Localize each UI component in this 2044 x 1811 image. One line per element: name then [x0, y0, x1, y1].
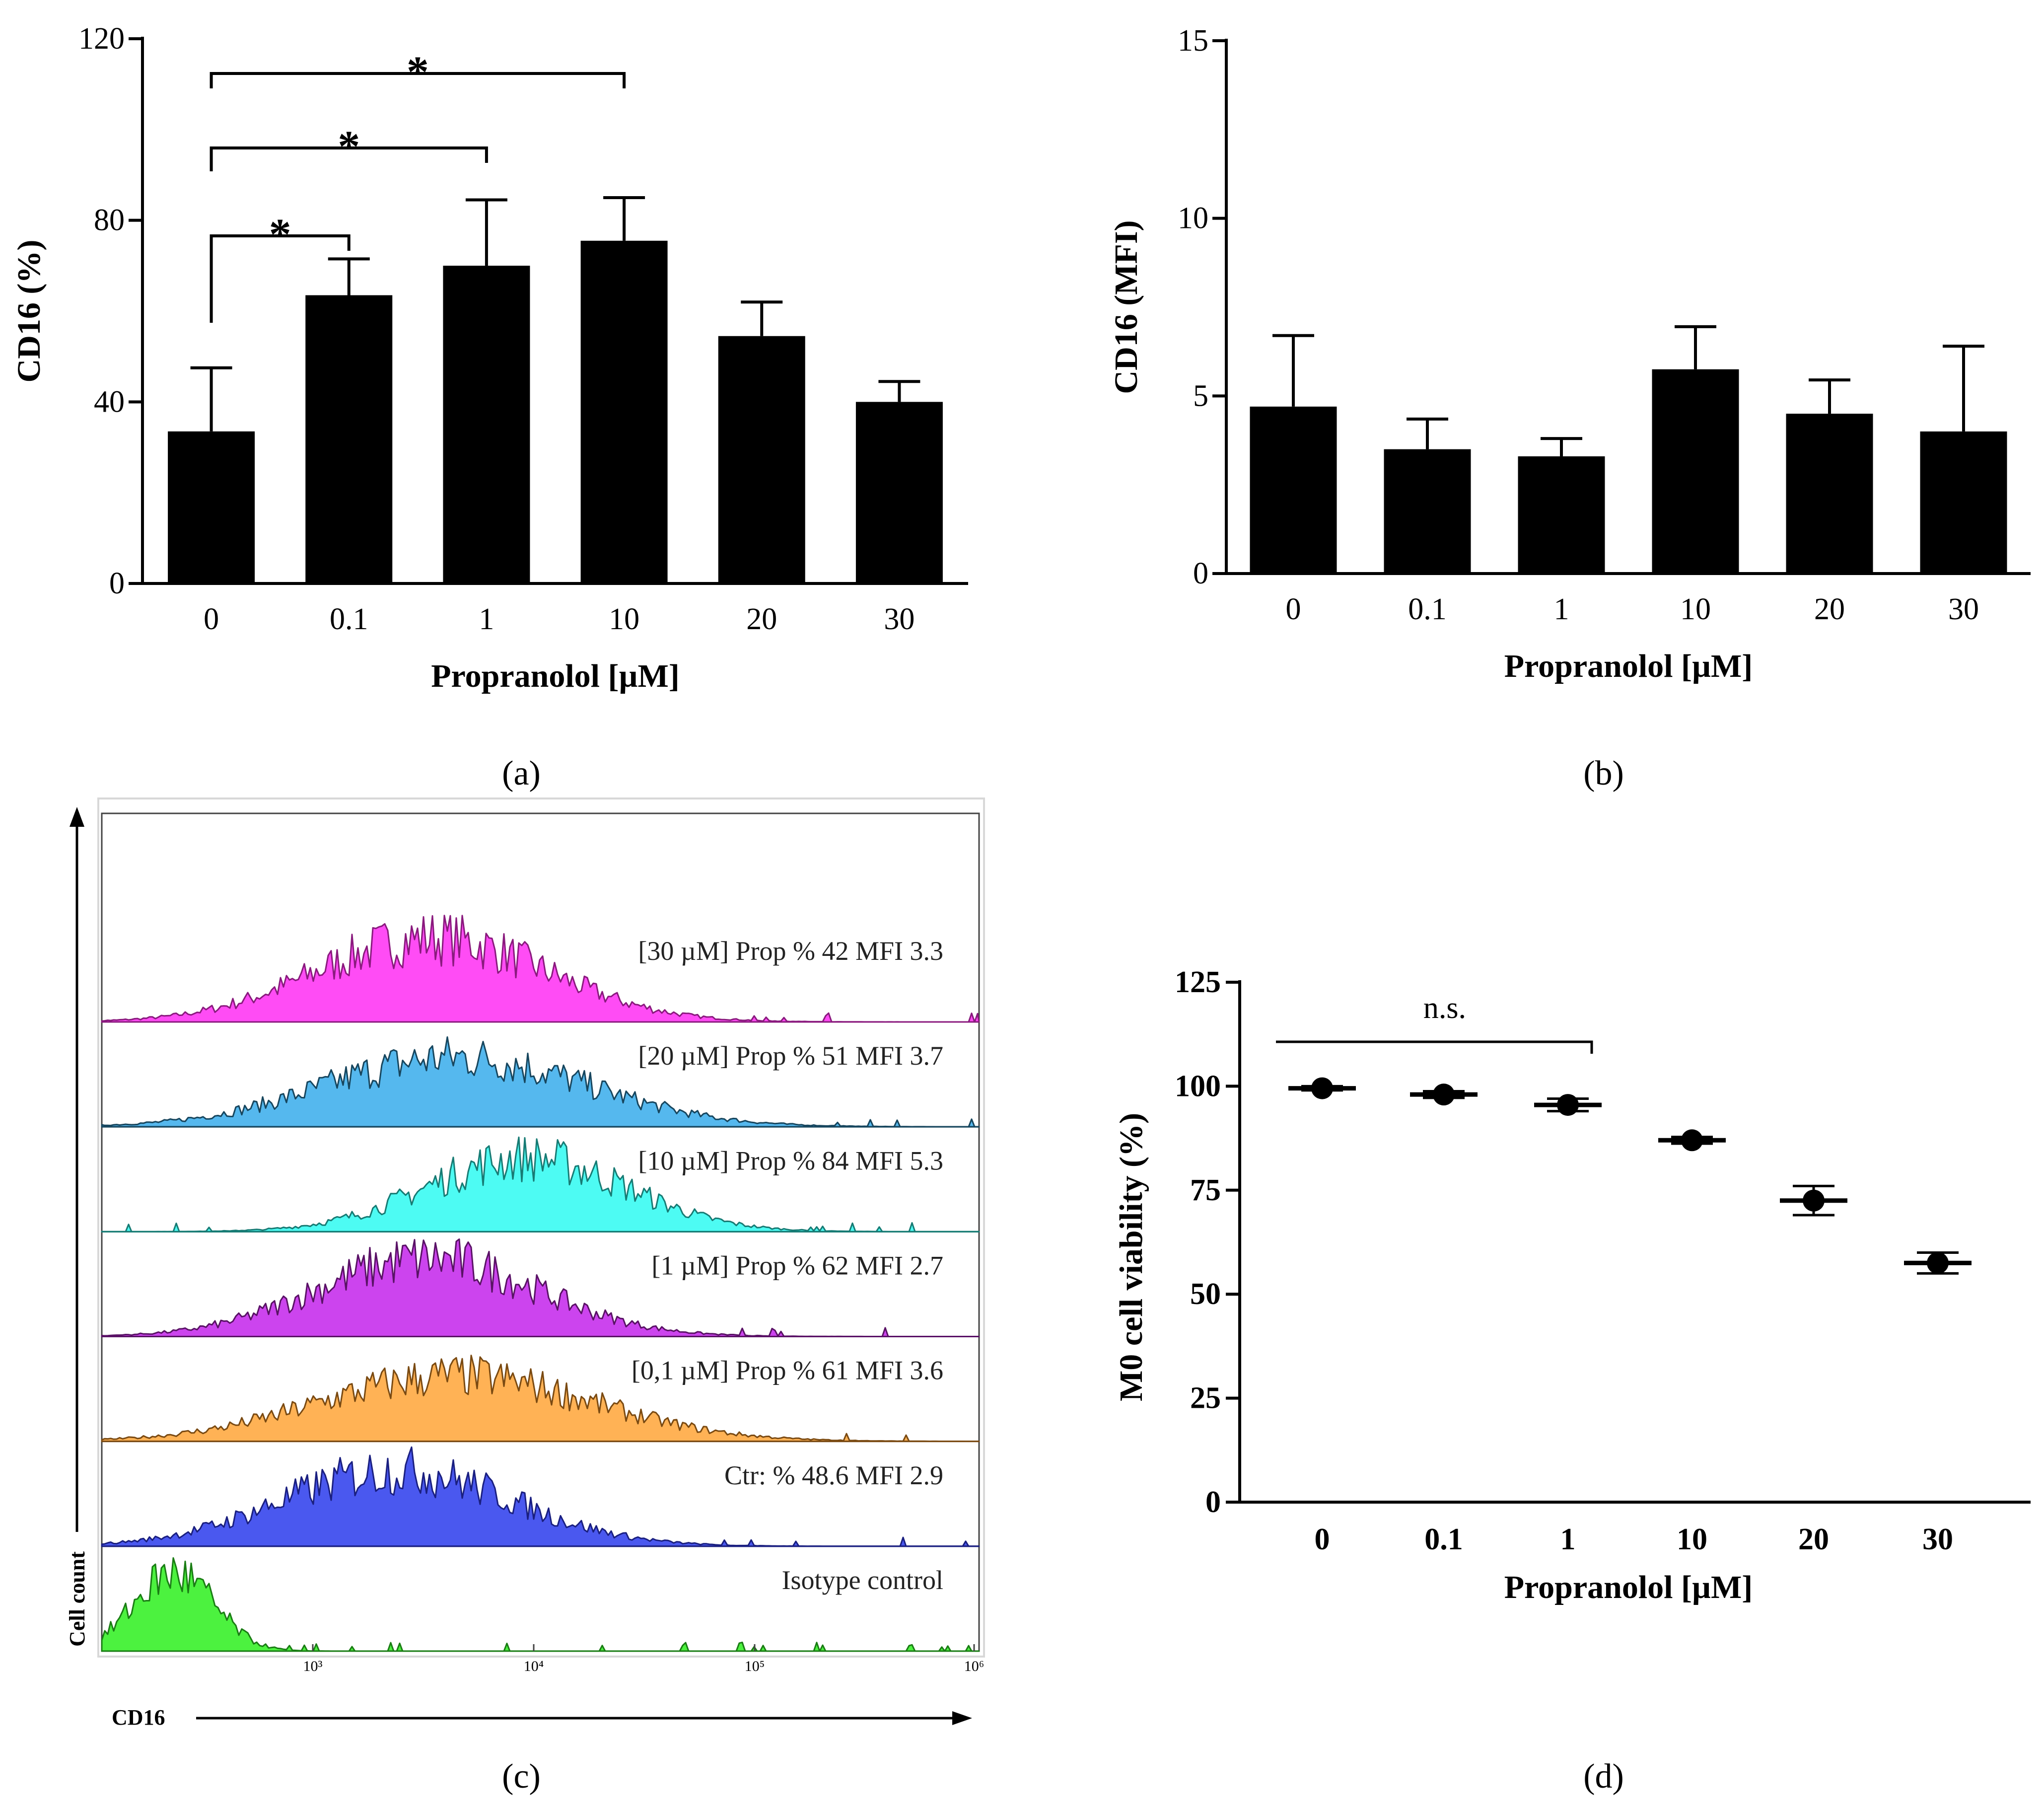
y-axis-arrow-head: [70, 807, 84, 827]
x-axis-title: Propranolol [µM]: [1504, 1569, 1753, 1605]
x-axis-arrow-head: [952, 1711, 972, 1725]
histogram-trace-label: [20 µM] Prop % 51 MFI 3.7: [638, 1041, 943, 1071]
histogram-trace-label: Isotype control: [782, 1565, 943, 1595]
y-axis-title: CD16 (MFI): [1108, 220, 1144, 394]
y-tick-label: 25: [1190, 1381, 1221, 1415]
histogram-trace-label: [0,1 µM] Prop % 61 MFI 3.6: [632, 1356, 943, 1385]
y-tick-label: 50: [1190, 1277, 1221, 1311]
bar: [1384, 449, 1471, 574]
y-tick-label: 100: [1175, 1069, 1221, 1103]
data-point: [1927, 1252, 1949, 1274]
x-tick-label: 10: [1680, 592, 1711, 626]
x-tick-label: 10⁴: [524, 1658, 544, 1674]
y-axis-title: CD16 (%): [11, 240, 47, 383]
x-tick-label: 0: [1315, 1522, 1330, 1556]
bar: [718, 336, 805, 583]
panel-label: (d): [1583, 1757, 1624, 1796]
ns-label: n.s.: [1423, 991, 1466, 1025]
histogram-trace-label: [10 µM] Prop % 84 MFI 5.3: [638, 1146, 943, 1175]
x-tick-label: 1: [479, 602, 494, 636]
bar: [168, 431, 255, 583]
x-tick-label: 30: [1922, 1522, 1953, 1556]
data-point: [1681, 1129, 1703, 1152]
y-tick-label: 80: [94, 204, 125, 237]
histogram-trace: [101, 1355, 980, 1443]
x-axis-title: CD16: [112, 1705, 165, 1730]
data-point: [1433, 1084, 1455, 1106]
bar: [1250, 406, 1337, 574]
y-tick-label: 0: [1205, 1485, 1221, 1519]
data-point: [1803, 1189, 1825, 1212]
x-tick-label: 10: [609, 602, 639, 636]
x-tick-label: 0.1: [1408, 592, 1447, 626]
x-tick-label: 30: [884, 602, 915, 636]
bar: [1786, 414, 1873, 574]
panel-c-histogram: [30 µM] Prop % 42 MFI 3.3 [20 µM] Prop % …: [65, 797, 985, 1796]
bar: [1920, 431, 2007, 574]
bar: [855, 402, 943, 583]
histogram-trace-label: Ctr: % 48.6 MFI 2.9: [724, 1460, 943, 1490]
panel-d-scatter-chart: 0 25 50 75 100 125 0 0.1 1 10 20 30 n.s. Propranolol …: [1113, 965, 2031, 1796]
x-tick-label: 0.1: [1424, 1522, 1463, 1556]
bar: [1518, 456, 1605, 574]
bar: [580, 240, 668, 583]
x-tick-label: 30: [1948, 592, 1979, 626]
significance-bracket: [210, 234, 351, 323]
x-tick-label: 1: [1554, 592, 1569, 626]
y-axis-title: Cell count: [65, 1551, 89, 1647]
significance-star: *: [269, 210, 291, 259]
panel-label: (a): [502, 754, 541, 793]
histogram-trace-label: [30 µM] Prop % 42 MFI 3.3: [638, 936, 943, 966]
histogram-outer-frame: [97, 797, 985, 1658]
y-tick-label: 125: [1175, 965, 1221, 999]
histogram-trace: [101, 1036, 980, 1128]
panel-label: (c): [502, 1757, 541, 1796]
x-axis-title: Propranolol [µM]: [431, 658, 680, 694]
x-tick-label: 1: [1560, 1522, 1576, 1556]
ns-bracket: [1276, 1040, 1593, 1054]
bar: [1652, 369, 1739, 574]
x-tick-label: 0: [204, 602, 219, 636]
significance-bracket: [210, 72, 626, 88]
y-axis-title: M0 cell viability (%): [1113, 1113, 1149, 1401]
x-tick-label: 10³: [303, 1658, 323, 1674]
bar: [443, 266, 530, 583]
x-tick-label: 0: [1286, 592, 1301, 626]
x-tick-label: 10⁶: [964, 1658, 984, 1674]
x-tick-label: 20: [1814, 592, 1845, 626]
y-tick-label: 5: [1193, 379, 1208, 413]
y-tick-label: 0: [1193, 557, 1208, 590]
y-tick-label: 120: [78, 22, 125, 56]
data-point: [1557, 1094, 1579, 1116]
significance-star: *: [407, 48, 429, 97]
y-tick-label: 15: [1178, 24, 1208, 58]
panel-label: (b): [1583, 754, 1624, 793]
histogram-trace-label: [1 µM] Prop % 62 MFI 2.7: [651, 1251, 943, 1281]
x-tick-label: 20: [1798, 1522, 1829, 1556]
y-tick-label: 10: [1178, 202, 1208, 235]
data-point: [1311, 1077, 1333, 1099]
bar: [305, 295, 393, 583]
y-tick-label: 75: [1190, 1173, 1221, 1207]
panel-b-bar-chart: 0 5 10 15 0 0.1 1 10 20 30 Propranolol [µM] CD16 (M…: [1108, 24, 2031, 793]
y-tick-label: 40: [94, 385, 125, 419]
significance-bracket: [210, 146, 488, 171]
significance-star: *: [338, 122, 360, 171]
panel-a-bar-chart: 0 40 80 120 0 0.1 1 10 20 30 Propranolol [µM] CD16 …: [11, 22, 968, 793]
x-tick-label: 0.1: [330, 602, 368, 636]
x-tick-label: 20: [746, 602, 777, 636]
x-tick-label: 10: [1677, 1522, 1707, 1556]
x-tick-label: 10⁵: [745, 1658, 765, 1674]
x-axis-title: Propranolol [µM]: [1504, 648, 1753, 684]
y-tick-label: 0: [109, 567, 125, 600]
